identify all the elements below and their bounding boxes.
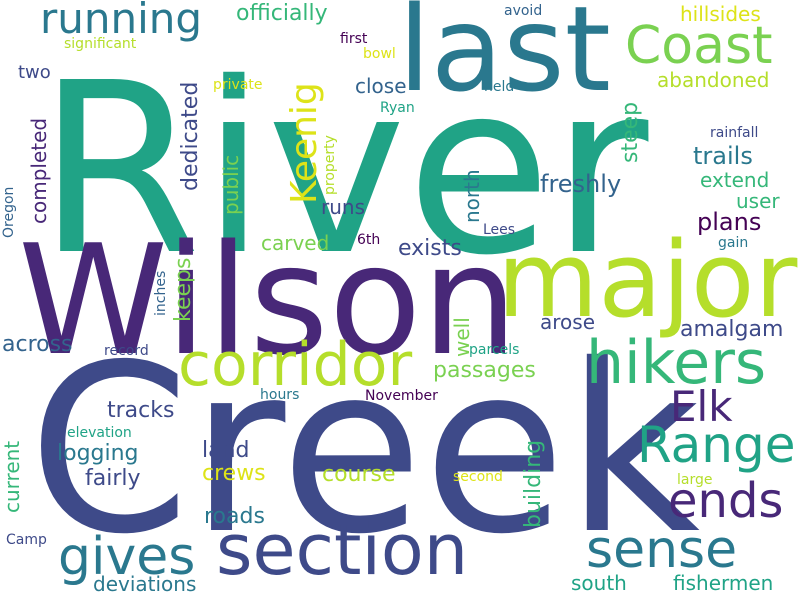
word-carved: carved: [261, 231, 330, 255]
word-section: section: [216, 509, 469, 591]
word-camp: Camp: [6, 532, 47, 548]
word-passages: passages: [433, 358, 536, 383]
word-sense: sense: [586, 520, 738, 580]
word-last: last: [398, 0, 611, 118]
word-creek: Creek: [28, 315, 701, 585]
word-tracks: tracks: [107, 398, 175, 423]
word-current: current: [0, 440, 24, 513]
word-land: land: [202, 438, 250, 463]
word-close: close: [355, 74, 407, 98]
word-plans: plans: [697, 208, 762, 236]
word-ends: ends: [668, 473, 784, 529]
word-officially: officially: [236, 1, 328, 26]
word-trails: trails: [693, 142, 753, 170]
word-oregon: Oregon: [1, 186, 17, 238]
word-gain: gain: [718, 235, 749, 251]
word-lees: Lees: [483, 222, 516, 238]
word-parcels: parcels: [469, 342, 520, 358]
word-south: south: [571, 571, 627, 595]
word-roads: roads: [204, 504, 265, 529]
word-north: north: [460, 169, 484, 223]
word-hours: hours: [260, 387, 300, 403]
word-two: two: [18, 62, 51, 83]
word-runs: runs: [321, 195, 365, 219]
word-sixth: 6th: [357, 232, 381, 248]
word-keeps: keeps: [171, 257, 196, 322]
word-corridor: corridor: [178, 330, 413, 400]
word-elevation: elevation: [67, 425, 132, 441]
word-running: running: [40, 0, 203, 43]
word-coast: Coast: [625, 16, 773, 76]
word-building: building: [521, 439, 546, 528]
word-keenig: Keenig: [284, 82, 325, 204]
word-inches: inches: [153, 270, 169, 316]
word-exists: exists: [398, 236, 462, 261]
word-wilson: Wilson: [18, 212, 518, 389]
word-november: November: [365, 388, 438, 404]
word-crews: crews: [202, 461, 266, 486]
word-completed: completed: [27, 117, 51, 224]
word-fairly: fairly: [85, 466, 141, 491]
word-public: public: [219, 154, 243, 215]
word-elk: Elk: [670, 382, 733, 431]
word-course: course: [322, 462, 396, 487]
word-logging: logging: [57, 441, 139, 466]
word-first: first: [340, 31, 368, 47]
word-freshly: freshly: [540, 170, 622, 198]
word-held: held: [484, 79, 515, 95]
word-second: second: [453, 469, 503, 485]
word-major: major: [497, 219, 798, 341]
word-extend: extend: [700, 168, 770, 192]
word-arose: arose: [540, 310, 595, 334]
word-fishermen: fishermen: [673, 571, 774, 595]
word-hikers: hikers: [586, 328, 767, 398]
word-large: large: [677, 472, 713, 488]
word-bowl: bowl: [363, 46, 396, 62]
word-user: user: [736, 189, 780, 213]
word-dedicated: dedicated: [178, 81, 203, 191]
word-rainfall: rainfall: [710, 125, 759, 141]
word-range: Range: [637, 416, 796, 474]
word-ryan: Ryan: [380, 100, 415, 116]
word-deviations: deviations: [93, 572, 197, 596]
word-gives: gives: [58, 527, 196, 587]
word-abandoned: abandoned: [657, 68, 770, 92]
word-private: private: [213, 77, 263, 93]
word-across: across: [2, 332, 73, 357]
word-significant: significant: [64, 36, 137, 52]
word-avoid: avoid: [504, 3, 543, 19]
word-record: record: [104, 343, 149, 359]
word-amalgam: amalgam: [680, 317, 784, 342]
word-river: River: [37, 32, 649, 307]
word-well: well: [450, 317, 474, 357]
word-hillsides: hillsides: [680, 2, 761, 26]
word-property: property: [322, 135, 338, 195]
word-steep: steep: [618, 101, 643, 163]
